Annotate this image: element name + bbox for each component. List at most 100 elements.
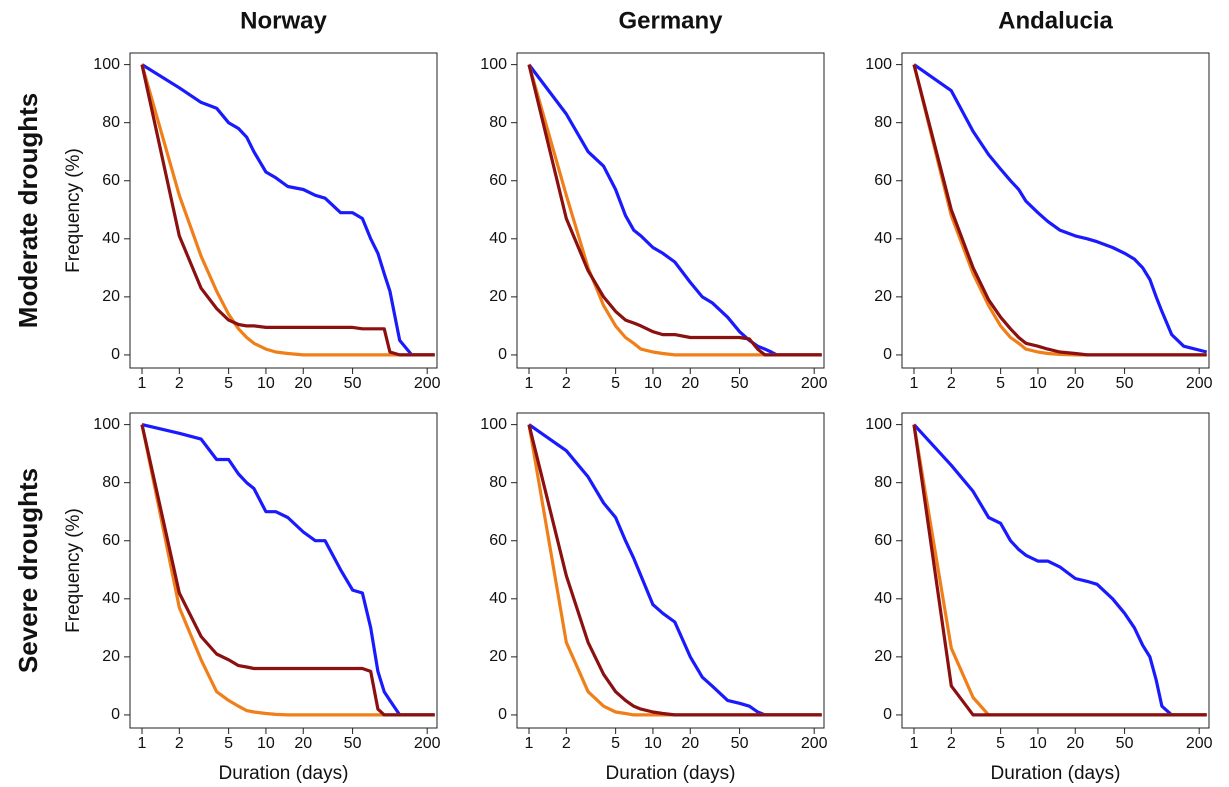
y-tick-label: 20: [102, 288, 120, 305]
x-tick-label: 10: [644, 375, 662, 392]
x-tick-label: 20: [1066, 735, 1084, 752]
series-line: [140, 64, 435, 357]
x-tick-label: 5: [996, 375, 1005, 392]
x-tick-label: 5: [996, 735, 1005, 752]
y-tick-label: 80: [102, 114, 120, 131]
x-tick-label: 50: [731, 735, 749, 752]
x-tick-label: 10: [644, 735, 662, 752]
column-title: Andalucia: [998, 7, 1113, 34]
y-tick-label: 100: [480, 416, 507, 433]
x-tick-label: 200: [414, 735, 441, 752]
y-axis-label: Frequency (%): [63, 148, 84, 273]
y-tick-label: 60: [489, 532, 507, 549]
y-tick-label: 40: [874, 230, 892, 247]
x-tick-label: 2: [562, 375, 571, 392]
series-line: [140, 424, 435, 717]
y-tick-label: 20: [489, 288, 507, 305]
y-tick-label: 100: [865, 416, 892, 433]
x-tick-label: 20: [294, 375, 312, 392]
x-tick-label: 5: [611, 735, 620, 752]
y-axis-label: Frequency (%): [63, 508, 84, 633]
series-line: [140, 424, 435, 717]
plot-frame: [516, 52, 825, 369]
x-tick-label: 5: [611, 375, 620, 392]
y-tick-label: 20: [874, 288, 892, 305]
y-tick-label: 80: [874, 474, 892, 491]
x-axis-label: Duration (days): [606, 763, 736, 784]
x-tick-label: 50: [1116, 735, 1134, 752]
y-tick-label: 80: [489, 114, 507, 131]
x-tick-label: 1: [910, 735, 919, 752]
x-tick-label: 5: [224, 375, 233, 392]
x-tick-label: 10: [1029, 735, 1047, 752]
x-tick-label: 1: [525, 375, 534, 392]
x-tick-label: 2: [947, 375, 956, 392]
x-tick-label: 50: [731, 375, 749, 392]
series-line: [141, 423, 435, 717]
x-tick-label: 200: [1186, 735, 1213, 752]
series-line: [140, 64, 435, 357]
x-tick-label: 1: [525, 735, 534, 752]
y-tick-label: 60: [102, 532, 120, 549]
y-tick-label: 40: [874, 590, 892, 607]
y-tick-label: 20: [489, 648, 507, 665]
series-line: [913, 63, 1208, 354]
y-tick-label: 80: [489, 474, 507, 491]
x-tick-label: 10: [257, 375, 275, 392]
y-tick-label: 80: [102, 474, 120, 491]
y-tick-label: 40: [102, 230, 120, 247]
x-tick-label: 50: [1116, 375, 1134, 392]
x-tick-label: 2: [947, 735, 956, 752]
x-tick-label: 200: [1186, 375, 1213, 392]
series-line: [527, 63, 822, 357]
y-tick-label: 100: [93, 56, 120, 73]
y-tick-label: 0: [111, 346, 120, 363]
plot-frame: [129, 412, 438, 729]
series-line: [527, 424, 822, 717]
plot-frame: [516, 412, 825, 729]
y-tick-label: 0: [883, 706, 892, 723]
plot-frame: [901, 52, 1210, 369]
x-tick-label: 1: [138, 735, 147, 752]
y-tick-label: 60: [102, 172, 120, 189]
row-label: Moderate droughts: [13, 93, 43, 328]
series-line: [912, 64, 1207, 357]
x-tick-label: 5: [224, 735, 233, 752]
x-tick-label: 50: [344, 375, 362, 392]
y-tick-label: 40: [489, 590, 507, 607]
series-line: [528, 423, 822, 717]
x-tick-label: 20: [1066, 375, 1084, 392]
series-line: [527, 64, 822, 357]
x-tick-label: 20: [681, 735, 699, 752]
x-tick-label: 2: [175, 375, 184, 392]
column-title: Norway: [240, 7, 327, 34]
y-tick-label: 0: [498, 346, 507, 363]
x-tick-label: 200: [801, 735, 828, 752]
x-tick-label: 10: [257, 735, 275, 752]
x-axis-label: Duration (days): [219, 763, 349, 784]
x-tick-label: 50: [344, 735, 362, 752]
y-tick-label: 40: [102, 590, 120, 607]
x-tick-label: 10: [1029, 375, 1047, 392]
row-label: Severe droughts: [13, 468, 43, 673]
x-tick-label: 200: [414, 375, 441, 392]
y-tick-label: 60: [489, 172, 507, 189]
series-line: [141, 63, 435, 357]
y-tick-label: 60: [874, 172, 892, 189]
plot-frame: [901, 412, 1210, 729]
x-tick-label: 200: [801, 375, 828, 392]
x-tick-label: 2: [562, 735, 571, 752]
x-tick-label: 1: [910, 375, 919, 392]
y-tick-label: 20: [102, 648, 120, 665]
series-line: [527, 64, 822, 357]
y-tick-label: 0: [883, 346, 892, 363]
column-title: Germany: [618, 7, 723, 34]
y-tick-label: 60: [874, 532, 892, 549]
y-tick-label: 0: [498, 706, 507, 723]
y-tick-label: 20: [874, 648, 892, 665]
y-tick-label: 80: [874, 114, 892, 131]
y-tick-label: 40: [489, 230, 507, 247]
x-tick-label: 1: [138, 375, 147, 392]
y-tick-label: 100: [93, 416, 120, 433]
